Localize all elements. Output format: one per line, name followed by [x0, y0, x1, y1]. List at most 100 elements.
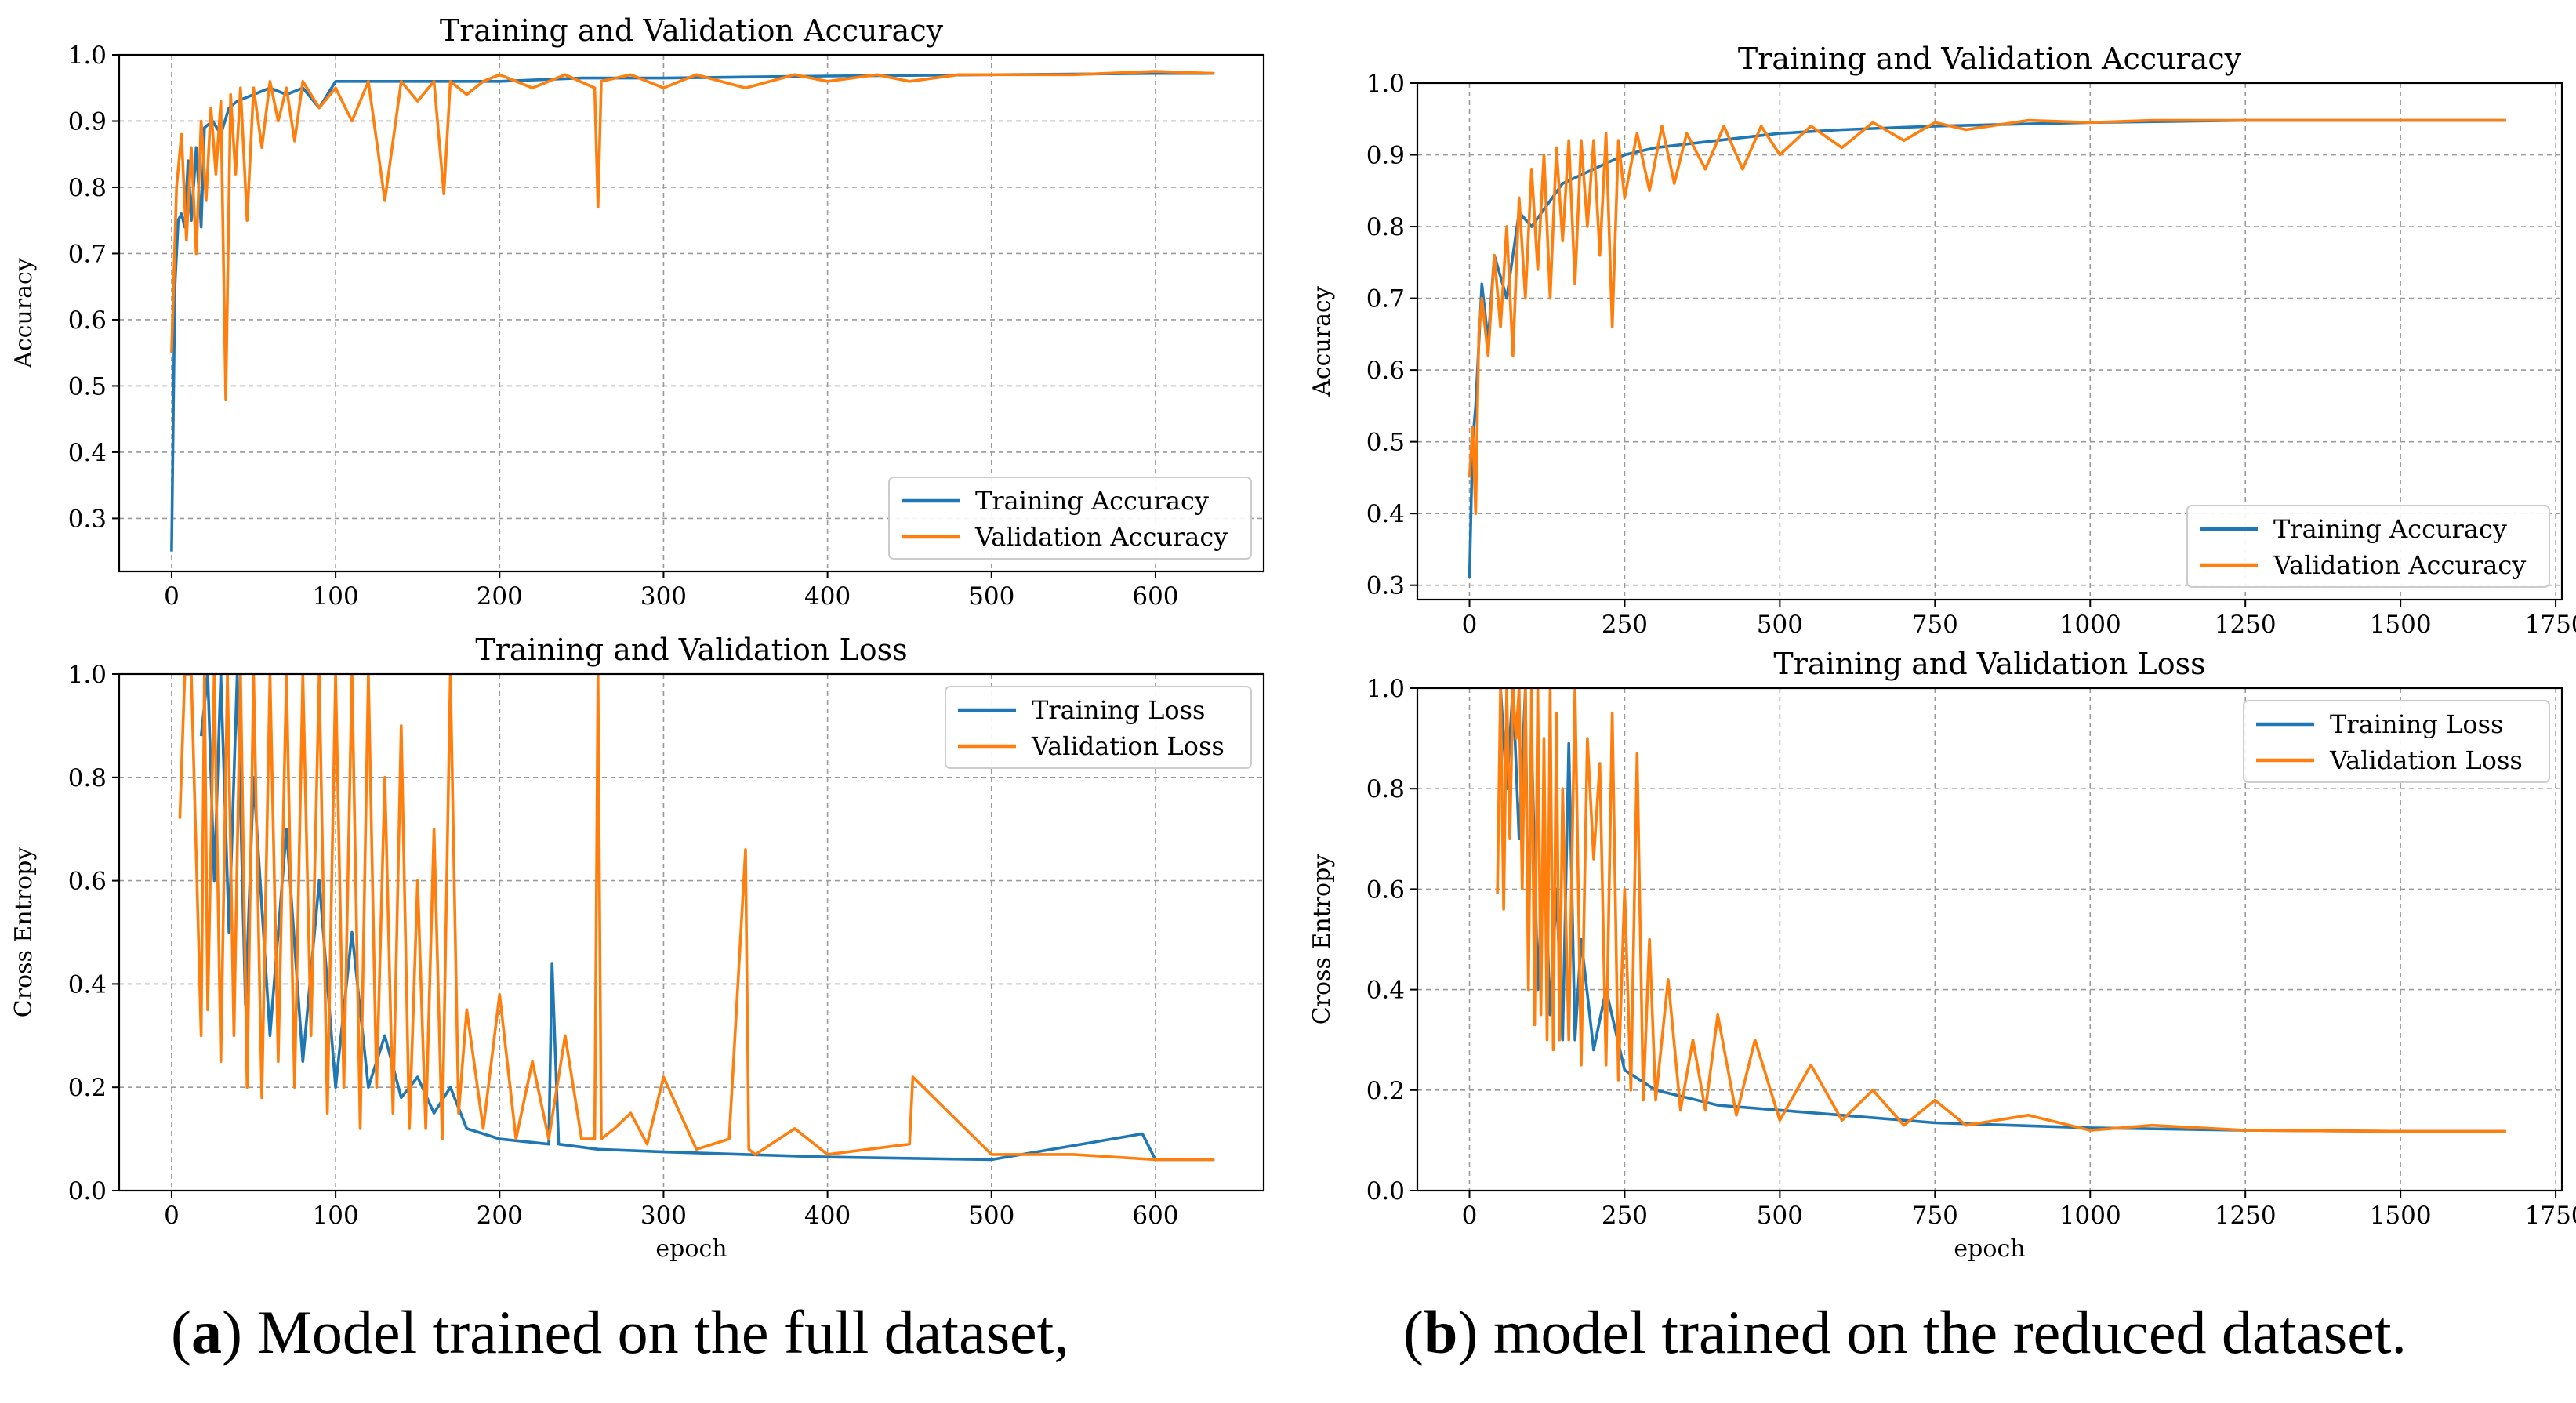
legend-box — [945, 686, 1252, 769]
y-tick-label: 0.7 — [1366, 285, 1405, 314]
x-tick-label: 250 — [1602, 611, 1648, 639]
x-tick-label: 600 — [1132, 582, 1178, 611]
legend-label: Training Loss — [2330, 709, 2503, 739]
x-tick-label: 200 — [477, 1202, 523, 1230]
y-tick-label: 0.4 — [68, 970, 107, 999]
y-tick-label: 0.3 — [68, 505, 107, 533]
y-tick-label: 0.5 — [68, 372, 107, 401]
x-tick-label: 100 — [313, 582, 359, 611]
validation-series-line — [1496, 688, 2506, 1133]
x-tick-label: 500 — [968, 582, 1014, 611]
legend: Training Loss Validation Loss — [945, 686, 1252, 769]
caption-a: (a) Model trained on the full dataset, — [171, 1298, 1069, 1366]
legend-label: Validation Loss — [1031, 731, 1225, 761]
x-tick-label: 1000 — [2059, 611, 2121, 639]
x-tick-label: 400 — [804, 582, 851, 611]
validation-series-line — [1468, 118, 2506, 516]
y-tick-label: 0.7 — [68, 240, 107, 268]
x-tick-label: 750 — [1912, 1202, 1958, 1230]
y-axis-label: Accuracy — [1308, 286, 1336, 397]
legend-label: Validation Loss — [2329, 745, 2523, 775]
legend-label: Training Loss — [1032, 695, 1205, 725]
y-tick-label: 0.6 — [1366, 357, 1405, 385]
x-tick-label: 0 — [164, 582, 180, 611]
validation-series-line — [170, 70, 1215, 401]
legend-box — [2243, 700, 2550, 783]
y-tick-label: 1.0 — [1366, 675, 1405, 703]
x-tick-label: 1000 — [2059, 1202, 2121, 1230]
chart-title: Training and Validation Accuracy — [440, 13, 944, 48]
y-tick-label: 0.4 — [1366, 500, 1405, 528]
x-tick-label: 300 — [640, 582, 687, 611]
legend-label: Validation Accuracy — [974, 522, 1228, 552]
legend-box — [2186, 505, 2550, 588]
y-tick-label: 1.0 — [68, 42, 107, 70]
x-tick-label: 1250 — [2215, 1202, 2277, 1230]
legend: Training Accuracy Validation Accuracy — [2186, 505, 2550, 588]
x-tick-label: 400 — [804, 1202, 851, 1230]
axes-frame — [1416, 687, 2563, 1192]
y-tick-label: 0.6 — [68, 306, 107, 335]
y-tick-label: 1.0 — [68, 661, 107, 689]
x-tick-label: 500 — [968, 1202, 1014, 1230]
y-tick-label: 0.4 — [1366, 977, 1405, 1005]
caption-b: (b) model trained on the reduced dataset… — [1403, 1298, 2407, 1366]
y-tick-label: 0.8 — [68, 764, 107, 792]
y-tick-label: 0.6 — [1366, 876, 1405, 904]
y-axis-label: Cross Entropy — [1308, 854, 1336, 1025]
y-tick-label: 0.9 — [1366, 142, 1405, 170]
x-axis-label: epoch — [655, 1235, 727, 1263]
legend-box — [888, 477, 1252, 560]
caption-a-letter: a — [190, 1298, 222, 1366]
y-tick-label: 0.0 — [1366, 1177, 1405, 1205]
validation-series-line — [178, 674, 1215, 1162]
chart-title: Training and Validation Loss — [475, 633, 907, 667]
full-loss-panel: 0 100 200 300 400 500 600 0.0 0.2 0.4 0.6 0.8 1.0 Tra… — [10, 633, 1265, 1263]
x-tick-label: 0 — [164, 1202, 180, 1230]
y-tick-label: 1.0 — [1366, 70, 1405, 98]
chart-title: Training and Validation Accuracy — [1738, 42, 2242, 76]
x-tick-label: 500 — [1757, 1202, 1803, 1230]
caption-b-text: model trained on the reduced dataset. — [1493, 1298, 2407, 1366]
axes-frame — [118, 672, 1265, 1192]
y-tick-label: 0.9 — [68, 107, 107, 136]
y-tick-label: 0.0 — [68, 1177, 107, 1205]
axes-frame — [118, 53, 1265, 573]
caption-a-text: Model trained on the full dataset, — [257, 1298, 1069, 1366]
legend-label: Training Accuracy — [2273, 514, 2507, 544]
y-tick-label: 0.4 — [68, 439, 107, 467]
x-tick-label: 500 — [1757, 611, 1803, 639]
x-tick-label: 600 — [1132, 1202, 1178, 1230]
x-tick-label: 1500 — [2370, 1202, 2432, 1230]
figure: 0 100 200 300 400 500 600 0.3 0.4 0.5 0.6 0.7 0.8 0.9… — [10, 13, 2576, 1263]
x-tick-label: 0 — [1462, 1202, 1478, 1230]
y-tick-label: 0.2 — [1366, 1077, 1405, 1105]
x-tick-label: 0 — [1462, 611, 1478, 639]
full-accuracy-panel: 0 100 200 300 400 500 600 0.3 0.4 0.5 0.6 0.7 0.8 0.9… — [10, 13, 1265, 611]
legend: Training Loss Validation Loss — [2243, 700, 2550, 783]
legend: Training Accuracy Validation Accuracy — [888, 477, 1252, 560]
x-tick-label: 100 — [313, 1202, 359, 1230]
y-axis-label: Cross Entropy — [10, 847, 38, 1018]
legend-label: Training Accuracy — [975, 486, 1209, 516]
y-tick-label: 0.2 — [68, 1074, 107, 1102]
x-tick-label: 750 — [1912, 611, 1958, 639]
training-series-line — [1468, 118, 2506, 578]
x-tick-label: 1250 — [2215, 611, 2277, 639]
y-axis-label: Accuracy — [10, 258, 38, 369]
legend-label: Validation Accuracy — [2273, 550, 2526, 580]
y-tick-label: 0.8 — [1366, 213, 1405, 241]
x-tick-label: 300 — [640, 1202, 687, 1230]
y-tick-label: 0.6 — [68, 868, 107, 896]
x-tick-label: 250 — [1602, 1202, 1648, 1230]
x-axis-label: epoch — [1954, 1235, 2025, 1263]
y-tick-label: 0.3 — [1366, 572, 1405, 600]
x-tick-label: 200 — [477, 582, 523, 611]
axes-frame — [1416, 82, 2563, 601]
y-tick-label: 0.5 — [1366, 429, 1405, 457]
y-tick-label: 0.8 — [68, 174, 107, 202]
